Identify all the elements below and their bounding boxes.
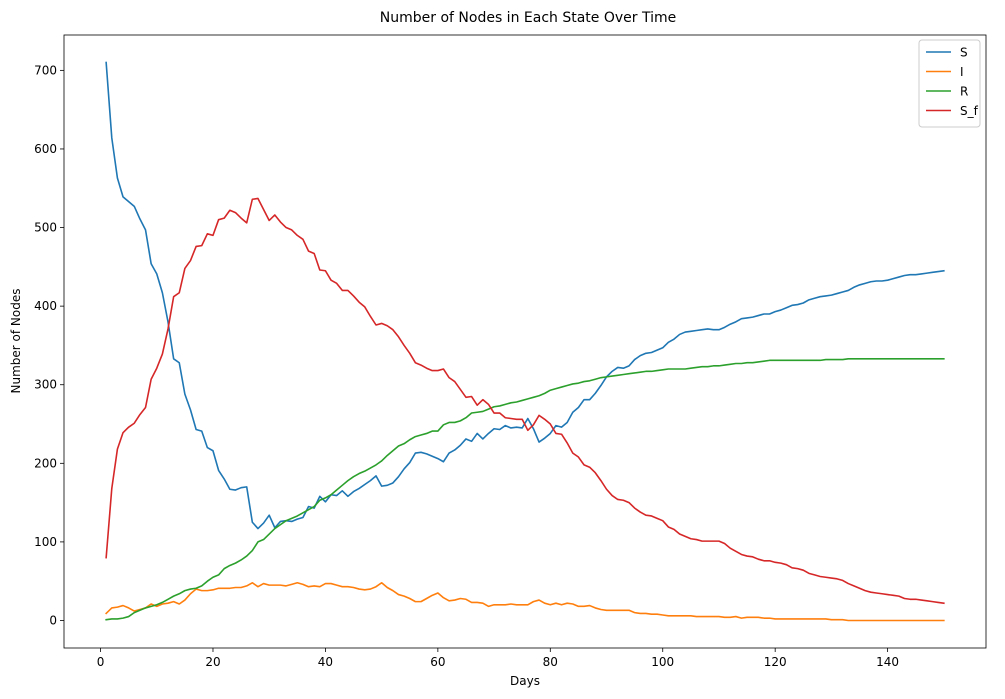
series-line-r [105,357,945,621]
x-tick-label: 0 [97,655,105,669]
x-tick-label: 120 [764,655,787,669]
y-axis: 0 100 200 300 400 500 600 700 [34,63,64,627]
x-tick-label: 60 [430,655,445,669]
y-tick-label: 0 [49,613,57,627]
y-tick-label: 500 [34,221,57,235]
y-tick-label: 300 [34,378,57,392]
x-axis-title: Days [510,674,540,688]
axes-frame [63,34,987,649]
legend-box [918,39,981,128]
legend: SIR S_f [918,39,981,128]
y-tick-label: 700 [34,63,57,77]
x-tick-label: 20 [205,655,220,669]
series-layer [105,61,945,622]
y-axis-title: Number of Nodes [9,289,23,394]
legend-label: I [960,65,964,79]
legend-label: S_f [960,104,979,118]
x-axis: 0 20 40 60 80 100 120 140 [97,648,899,669]
x-tick-label: 40 [318,655,333,669]
x-tick-label: 80 [543,655,558,669]
y-tick-label: 100 [34,535,57,549]
x-tick-label: 100 [651,655,674,669]
x-tick-label: 140 [876,655,899,669]
y-tick-label: 400 [34,299,57,313]
legend-label: S [960,46,968,60]
series-line-s-f [105,197,945,605]
y-tick-label: 600 [34,142,57,156]
chart-title: Number of Nodes in Each State Over Time [380,10,676,26]
y-tick-label: 200 [34,456,57,470]
series-line-i [105,581,945,622]
plot-area: 0 20 40 60 80 100 120 140 0 100 200 300 400 500 600 70… [34,34,987,669]
legend-items: SIR S_f [926,46,979,118]
legend-label: R [960,85,968,99]
